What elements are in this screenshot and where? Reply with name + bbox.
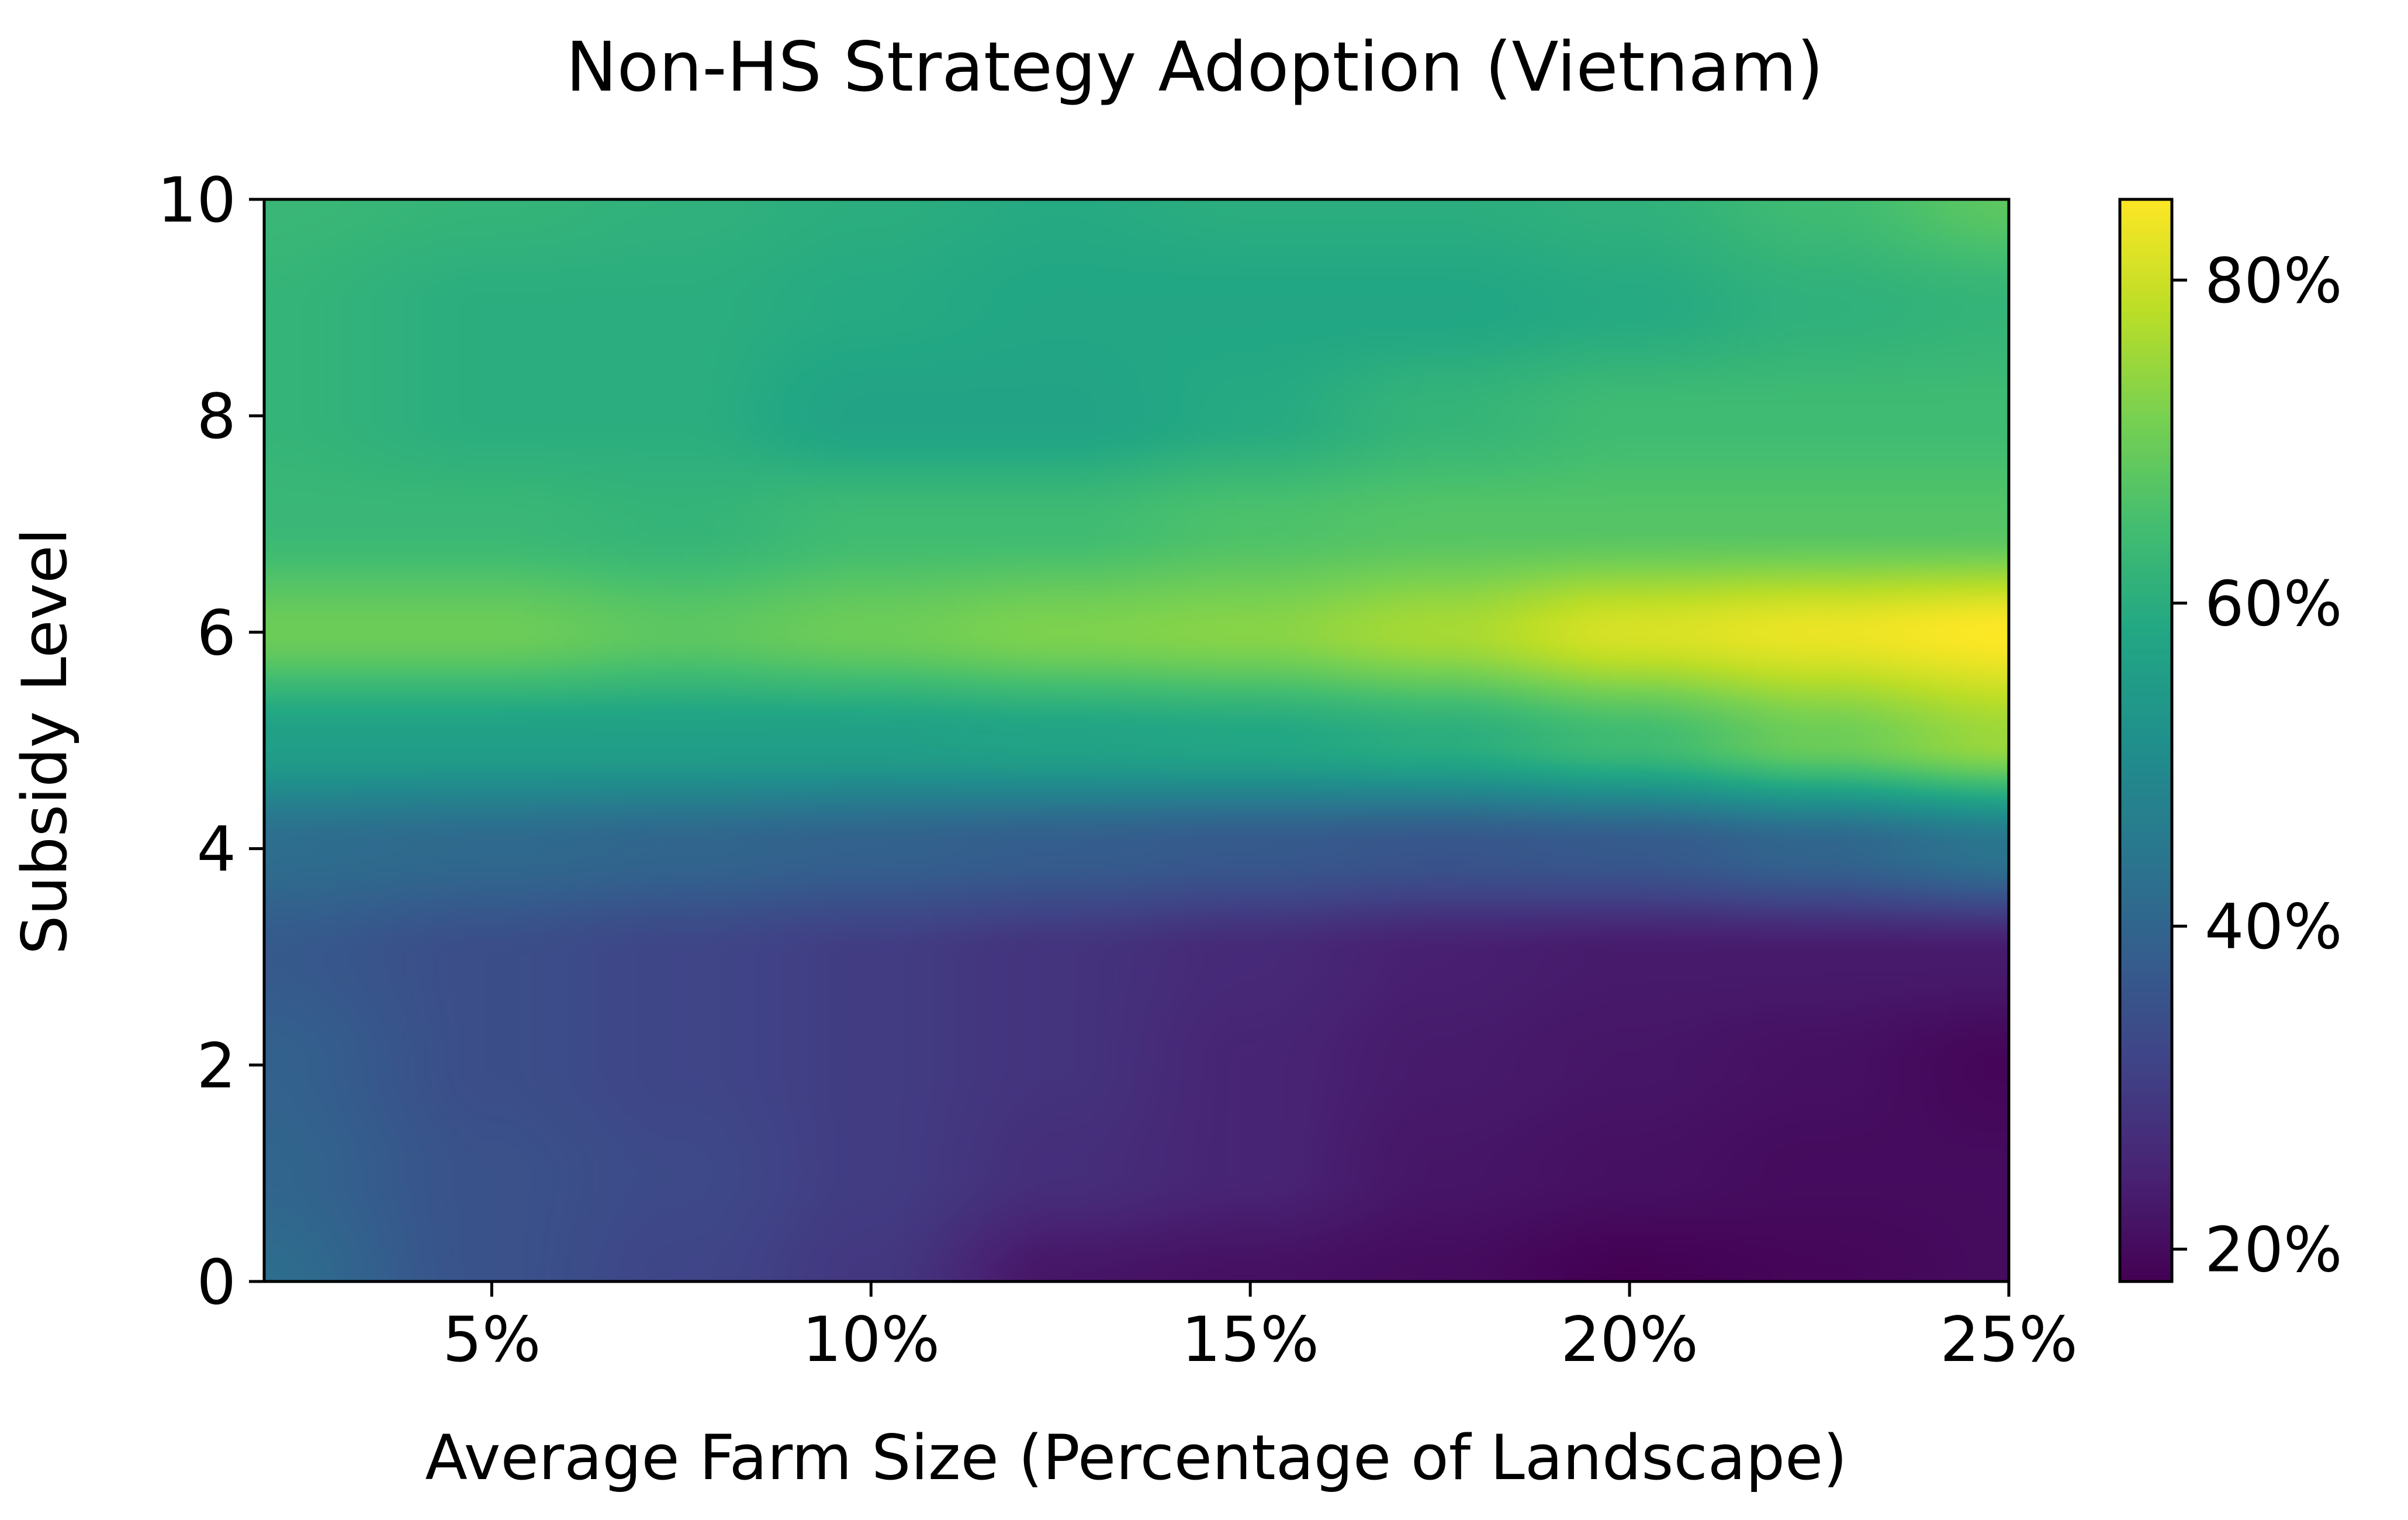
x-tick-label: 5% [442,1304,541,1376]
colorbar: 20% 40% 60% 80% [2118,198,2343,1286]
chart-title: Non-HS Strategy Adoption (Vietnam) [566,27,1824,107]
colorbar-tick-label: 20% [2205,1214,2343,1286]
y-tick-label: 8 [197,381,236,452]
colorbar-tick-label: 80% [2205,245,2343,317]
y-tick-label: 0 [197,1246,236,1318]
colorbar-tick-label: 60% [2205,568,2343,640]
colorbar-gradient [2120,199,2172,1281]
x-tick-label: 15% [1181,1304,1319,1376]
x-axis: 5% 10% 15% 20% 25% [442,1281,2078,1376]
y-tick-label: 6 [197,597,236,669]
y-tick-label: 10 [157,164,236,236]
y-tick-label: 2 [197,1030,236,1102]
heatmap-image [264,199,2009,1281]
colorbar-frame [2118,198,2174,1283]
y-tick-label: 4 [197,814,236,886]
x-tick-label: 20% [1561,1304,1698,1376]
heatmap-plot-area [262,198,2011,1283]
colorbar-tick-label: 40% [2205,891,2343,963]
x-tick-label: 10% [802,1304,940,1376]
x-axis-label: Average Farm Size (Percentage of Landsca… [425,1422,1847,1494]
y-axis: 0 2 4 6 8 10 [157,164,264,1318]
plot-frame [262,198,2011,1283]
y-axis-label: Subsidy Level [9,528,81,955]
x-tick-label: 25% [1940,1304,2078,1376]
colorbar-axis: 20% 40% 60% 80% [2172,245,2343,1286]
